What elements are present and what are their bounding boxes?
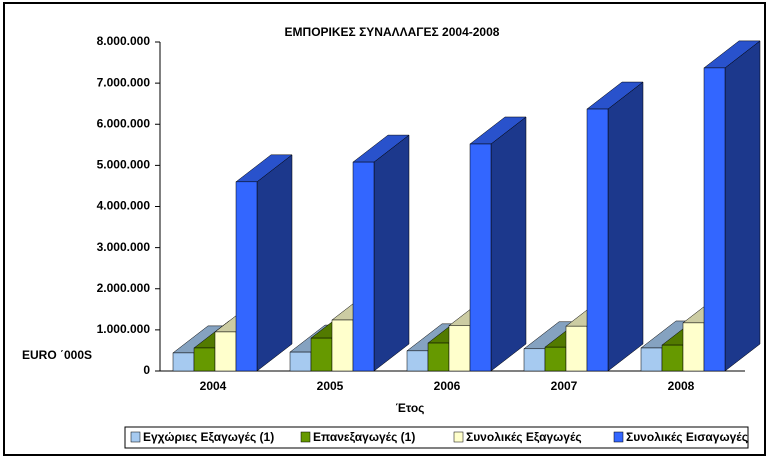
bar-side: [490, 116, 527, 372]
bar: [640, 347, 663, 372]
bar: [406, 350, 429, 372]
legend-label: Επανεξαγωγές (1): [313, 430, 415, 444]
bar: [193, 347, 216, 372]
y-tick-label: 2.000.000: [97, 281, 151, 295]
bar: [544, 346, 567, 372]
bar: [172, 352, 195, 372]
x-tick-label: 2007: [551, 379, 578, 393]
bar: [703, 67, 726, 372]
y-tick-label: 0: [143, 363, 150, 377]
bar: [682, 322, 705, 372]
bar: [352, 161, 375, 372]
bar: [331, 319, 354, 372]
y-tick-label: 7.000.000: [97, 75, 151, 89]
x-tick-label: 2008: [668, 379, 695, 393]
legend-swatch: [453, 431, 464, 443]
bar-side: [373, 134, 410, 372]
bar: [565, 325, 588, 372]
bar-side: [607, 81, 644, 372]
y-tick-label: 6.000.000: [97, 116, 151, 130]
legend-box: [124, 426, 749, 449]
legend-swatch: [613, 431, 624, 443]
y-axis-label: EURO ΄000S: [22, 348, 92, 362]
legend-label: Συνολικές Εισαγωγές: [626, 430, 748, 444]
y-tick-label: 8.000.000: [97, 34, 151, 48]
legend-swatch: [130, 431, 141, 443]
bar: [469, 143, 492, 372]
chart-title: ΕΜΠΟΡΙΚΕΣ ΣΥΝΑΛΛΑΓΕΣ 2004-2008: [285, 25, 500, 39]
bar: [661, 344, 684, 372]
x-tick-label: 2005: [317, 379, 344, 393]
bar: [235, 181, 258, 372]
bar: [214, 331, 237, 372]
x-axis-label: Έτος: [396, 401, 425, 415]
bar: [310, 337, 333, 372]
y-tick-label: 4.000.000: [97, 199, 151, 213]
bar: [289, 351, 312, 372]
y-tick-label: 3.000.000: [97, 240, 151, 254]
legend-label: Συνολικές Εξαγωγές: [466, 430, 582, 444]
bar-side: [256, 154, 293, 372]
x-tick-label: 2006: [434, 379, 461, 393]
bar: [427, 342, 450, 372]
bar: [523, 348, 546, 372]
x-tick-label: 2004: [200, 379, 227, 393]
y-tick-label: 1.000.000: [97, 322, 151, 336]
legend-label: Εγχώριες Εξαγωγές (1): [143, 430, 274, 444]
bar: [586, 108, 609, 372]
legend-swatch: [300, 431, 311, 443]
bar: [448, 325, 471, 372]
bar-side: [724, 40, 761, 372]
y-tick-label: 5.000.000: [97, 158, 151, 172]
